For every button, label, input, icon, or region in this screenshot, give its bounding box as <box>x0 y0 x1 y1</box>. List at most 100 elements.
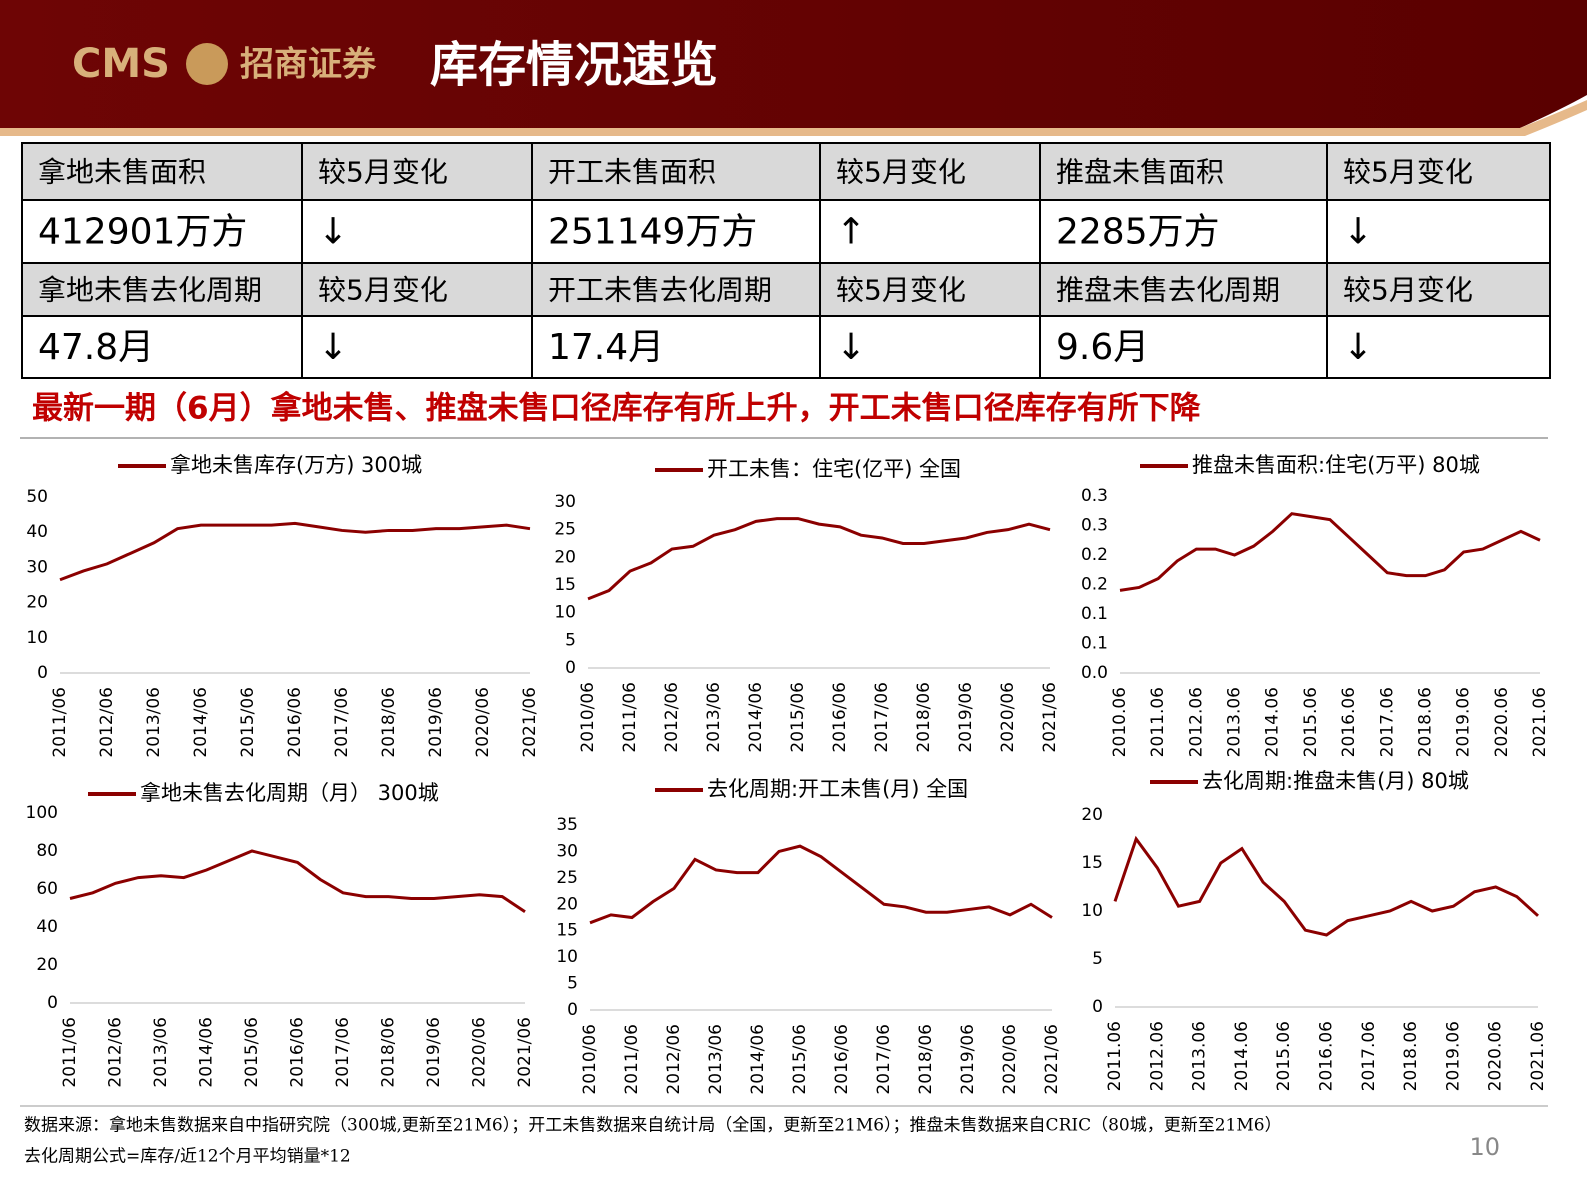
x-tick-label: 2012.06 <box>1186 687 1206 757</box>
y-tick-label: 0 <box>1092 997 1103 1017</box>
table-cell <box>301 199 533 264</box>
data-line <box>1113 835 1540 937</box>
table-value: ↓ <box>836 327 866 368</box>
y-tick-label: 20 <box>554 547 576 567</box>
x-tick-label: 2019.06 <box>1454 687 1474 757</box>
x-tick-label: 2014/06 <box>748 1024 768 1095</box>
header-band <box>0 0 1587 128</box>
y-tick-label: 50 <box>26 487 48 507</box>
x-tick-label: 2011.06 <box>1148 687 1168 757</box>
table-cell <box>301 262 533 317</box>
x-tick-label: 2015/06 <box>788 682 808 753</box>
table-header: 推盘未售面积 <box>1056 156 1224 189</box>
y-tick-label: 25 <box>554 520 576 540</box>
x-tick-label: 2013/06 <box>144 687 164 758</box>
table-value: ↑ <box>836 212 866 253</box>
table-cell <box>301 142 533 201</box>
x-tick-label: 2019/06 <box>956 682 976 753</box>
y-tick-label: 20 <box>26 593 48 613</box>
legend-label: 推盘未售面积:住宅(万平) 80城 <box>1192 453 1480 477</box>
table-header: 拿地未售面积 <box>38 156 206 189</box>
table-cell <box>531 262 821 317</box>
x-tick-label: 2021.06 <box>1530 687 1550 757</box>
table-value: 17.4月 <box>548 327 664 368</box>
y-tick-label: 10 <box>554 603 576 623</box>
y-tick-label: 0.2 <box>1081 575 1108 595</box>
table-header: 较5月变化 <box>1343 274 1473 307</box>
table-header: 开工未售去化周期 <box>548 274 772 307</box>
legend-label: 拿地未售库存(万方) 300城 <box>170 453 422 477</box>
y-tick-label: 0 <box>567 1000 578 1020</box>
x-tick-label: 2014/06 <box>197 1017 217 1088</box>
x-tick-label: 2019.06 <box>1443 1021 1463 1091</box>
x-tick-label: 2014/06 <box>191 687 211 758</box>
table-value: 2285万方 <box>1056 212 1220 253</box>
x-tick-label: 2018/06 <box>914 682 934 753</box>
x-tick-label: 2014.06 <box>1232 1021 1252 1091</box>
x-tick-label: 2015.06 <box>1301 687 1321 757</box>
table-header: 拿地未售去化周期 <box>38 274 262 307</box>
table-cell <box>1326 199 1551 264</box>
y-tick-label: 60 <box>36 879 58 899</box>
y-tick-label: 15 <box>556 921 578 941</box>
x-tick-label: 2013/06 <box>151 1017 171 1088</box>
table-cell <box>21 142 303 201</box>
x-tick-label: 2020/06 <box>470 1017 490 1088</box>
x-tick-label: 2013/06 <box>706 1024 726 1095</box>
x-tick-label: 2015.06 <box>1274 1021 1294 1091</box>
y-tick-label: 20 <box>36 955 58 975</box>
table-value: ↓ <box>318 327 348 368</box>
x-tick-label: 2020.06 <box>1486 1021 1506 1091</box>
x-tick-label: 2010/06 <box>580 1024 600 1095</box>
y-tick-label: 25 <box>556 868 578 888</box>
legend-label: 开工未售：住宅(亿平) 全国 <box>707 457 961 481</box>
x-tick-label: 2021/06 <box>1040 682 1060 753</box>
table-cell <box>531 142 821 201</box>
x-tick-label: 2012/06 <box>662 682 682 753</box>
table-value: 251149万方 <box>548 212 757 253</box>
table-header: 较5月变化 <box>318 274 448 307</box>
y-tick-label: 0.3 <box>1081 516 1108 536</box>
table-cell <box>1326 315 1551 379</box>
x-tick-label: 2021.06 <box>1528 1021 1548 1091</box>
header-trim <box>0 100 1587 136</box>
x-tick-label: 2013.06 <box>1190 1021 1210 1091</box>
x-tick-label: 2018.06 <box>1415 687 1435 757</box>
y-tick-label: 40 <box>26 522 48 542</box>
x-tick-label: 2010/06 <box>578 682 598 753</box>
table-cell <box>1326 262 1551 317</box>
table-header: 推盘未售去化周期 <box>1056 274 1280 307</box>
x-tick-label: 2019/06 <box>958 1024 978 1095</box>
y-tick-label: 40 <box>36 917 58 937</box>
y-tick-label: 0.1 <box>1081 634 1108 654</box>
x-tick-label: 2014/06 <box>746 682 766 753</box>
y-tick-label: 30 <box>556 841 578 861</box>
x-tick-label: 2016.06 <box>1339 687 1359 757</box>
table-header: 较5月变化 <box>318 156 448 189</box>
y-tick-label: 0.2 <box>1081 545 1108 565</box>
x-tick-label: 2017/06 <box>872 682 892 753</box>
y-tick-label: 10 <box>1081 901 1103 921</box>
x-tick-label: 2014.06 <box>1263 687 1283 757</box>
x-tick-label: 2012/06 <box>106 1017 126 1088</box>
y-tick-label: 35 <box>556 815 578 835</box>
table-header: 开工未售面积 <box>548 156 716 189</box>
page-number: 10 <box>1469 1133 1500 1161</box>
table-cell <box>531 315 821 379</box>
x-tick-label: 2011/06 <box>50 687 70 758</box>
x-tick-label: 2017.06 <box>1359 1021 1379 1091</box>
y-tick-label: 5 <box>567 974 578 994</box>
x-tick-label: 2011.06 <box>1105 1021 1125 1091</box>
y-tick-label: 0.1 <box>1081 604 1108 624</box>
x-tick-label: 2021/06 <box>520 687 540 758</box>
x-tick-label: 2012/06 <box>664 1024 684 1095</box>
company-name: 招商证券 <box>240 45 377 85</box>
table-cell <box>21 315 303 379</box>
table-value: ↓ <box>1343 327 1373 368</box>
x-tick-label: 2017/06 <box>332 687 352 758</box>
data-line <box>587 517 1051 601</box>
y-tick-label: 5 <box>565 630 576 650</box>
y-tick-label: 0 <box>47 993 58 1013</box>
